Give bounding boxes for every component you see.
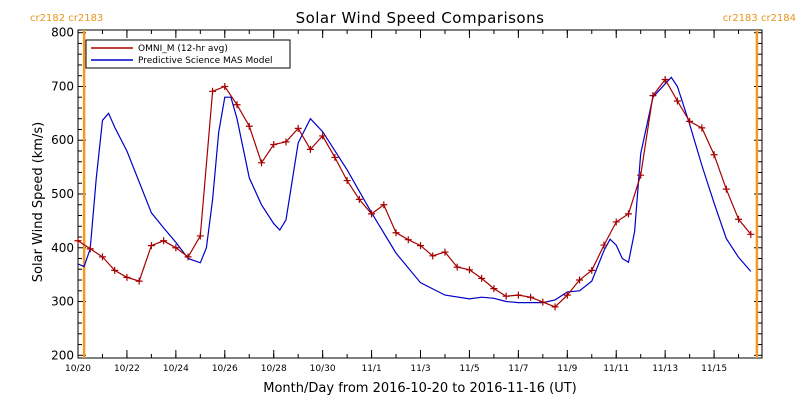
- data-point-omni: [417, 242, 425, 250]
- x-tick-label: 11/3: [410, 364, 430, 374]
- data-point-omni: [380, 201, 388, 209]
- data-point-omni: [233, 101, 241, 109]
- x-tick-label: 10/28: [261, 364, 287, 374]
- data-point-omni: [86, 245, 94, 253]
- legend: OMNI_M (12-hr avg) Predictive Science MAS…: [85, 39, 291, 69]
- data-point-omni: [490, 285, 498, 293]
- x-tick-label: 11/13: [652, 364, 678, 374]
- series-line-omni: [77, 78, 752, 308]
- data-point-omni: [527, 293, 535, 301]
- y-tick-label: 800: [51, 26, 74, 40]
- data-point-omni: [576, 276, 584, 284]
- data-point-omni: [453, 263, 461, 271]
- data-point-omni: [368, 210, 376, 218]
- data-point-omni: [502, 292, 510, 300]
- data-point-omni: [551, 303, 559, 311]
- data-point-omni: [465, 266, 473, 274]
- x-tick-label: 10/20: [65, 364, 91, 374]
- data-point-omni: [111, 266, 119, 274]
- data-point-omni: [319, 132, 327, 140]
- chart-title: Solar Wind Speed Comparisons: [296, 9, 545, 27]
- x-axis-label: Month/Day from 2016-10-20 to 2016-11-16 …: [263, 381, 576, 396]
- carrington-marker-label: cr2182 cr2183: [30, 13, 103, 24]
- data-point-omni: [392, 229, 400, 237]
- data-point-omni: [710, 151, 718, 159]
- x-tick-label: 11/11: [603, 364, 629, 374]
- series-line-mas-model: [77, 76, 752, 304]
- data-point-omni: [539, 298, 547, 306]
- data-point-omni: [588, 266, 596, 274]
- x-tick-label: 10/24: [163, 364, 189, 374]
- data-point-omni: [245, 122, 253, 130]
- x-tick-label: 10/22: [114, 364, 140, 374]
- data-point-omni: [172, 244, 180, 252]
- x-tick-label: 10/30: [310, 364, 336, 374]
- y-tick-label: 300: [51, 295, 74, 309]
- data-point-omni: [722, 185, 730, 193]
- y-tick-label: 500: [51, 187, 74, 201]
- data-point-omni: [147, 242, 155, 250]
- data-point-omni: [123, 273, 131, 281]
- legend-box: [85, 39, 291, 69]
- data-point-omni: [673, 97, 681, 105]
- data-point-omni: [624, 210, 632, 218]
- y-tick-label: 700: [51, 79, 74, 93]
- data-point-omni: [563, 291, 571, 299]
- x-tick-label: 11/7: [508, 364, 528, 374]
- data-point-omni: [698, 124, 706, 132]
- data-point-omni: [306, 145, 314, 153]
- data-point-omni: [735, 215, 743, 223]
- carrington-marker-label: cr2183 cr2184: [723, 13, 796, 24]
- data-point-omni: [257, 159, 265, 167]
- y-axis-label: Solar Wind Speed (km/s): [31, 122, 46, 282]
- y-tick-label: 200: [51, 348, 74, 362]
- data-point-omni: [637, 171, 645, 179]
- data-point-omni: [612, 218, 620, 226]
- data-point-omni: [160, 237, 168, 245]
- x-tick-label: 11/15: [701, 364, 727, 374]
- data-point-omni: [135, 277, 143, 285]
- x-tick-label: 10/26: [212, 364, 238, 374]
- data-point-omni: [600, 241, 608, 249]
- data-point-omni: [343, 177, 351, 185]
- data-point-omni: [74, 237, 82, 245]
- x-tick-label: 11/5: [459, 364, 479, 374]
- data-point-omni: [429, 252, 437, 260]
- data-point-omni: [294, 124, 302, 132]
- data-point-omni: [270, 141, 278, 149]
- data-point-omni: [196, 232, 204, 240]
- data-point-omni: [221, 82, 229, 90]
- data-point-omni: [355, 195, 363, 203]
- legend-entry: Predictive Science MAS Model: [138, 56, 273, 66]
- data-point-omni: [282, 138, 290, 146]
- data-point-omni: [184, 253, 192, 261]
- y-tick-label: 400: [51, 241, 74, 255]
- data-point-omni: [98, 253, 106, 261]
- x-tick-label: 11/1: [361, 364, 381, 374]
- x-tick-label: 11/9: [557, 364, 577, 374]
- y-tick-label: 600: [51, 133, 74, 147]
- data-point-omni: [404, 236, 412, 244]
- data-point-omni: [441, 248, 449, 256]
- plot-frame: [77, 29, 763, 359]
- data-point-omni: [649, 92, 657, 100]
- data-point-omni: [514, 291, 522, 299]
- data-point-omni: [747, 230, 755, 238]
- data-point-omni: [661, 75, 669, 83]
- data-point-omni: [209, 87, 217, 95]
- legend-entry: OMNI_M (12-hr avg): [138, 44, 228, 54]
- data-point-omni: [686, 117, 694, 125]
- data-point-omni: [331, 153, 339, 161]
- data-point-omni: [478, 274, 486, 282]
